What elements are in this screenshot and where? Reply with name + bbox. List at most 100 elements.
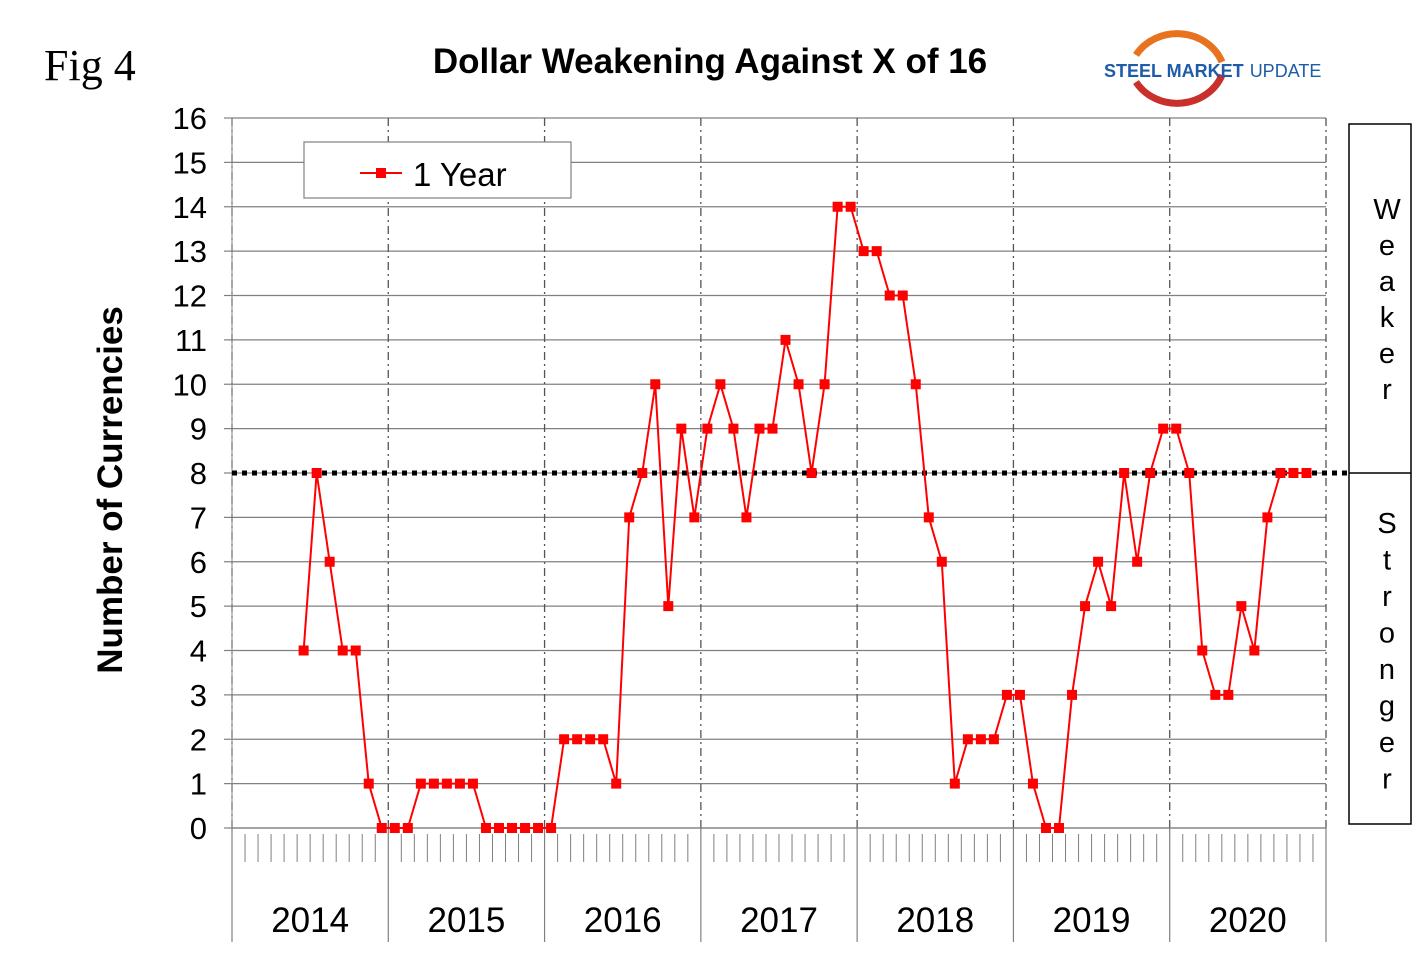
data-point-67 [1171, 423, 1182, 434]
data-point-0 [298, 645, 309, 656]
data-point-31 [702, 423, 713, 434]
data-point-60 [1080, 601, 1091, 612]
data-point-32 [715, 379, 726, 390]
x-label-2014: 2014 [271, 901, 349, 940]
data-point-51 [962, 734, 973, 745]
logo-swoosh-icon [1133, 30, 1226, 64]
data-point-14 [480, 823, 491, 833]
side-weaker-letter-1: e [1379, 230, 1395, 262]
side-weaker-letter-4: e [1379, 338, 1395, 370]
data-point-45 [884, 290, 895, 301]
data-point-2 [324, 556, 335, 567]
side-stronger-letter-6: e [1379, 727, 1395, 759]
data-point-5 [363, 778, 374, 789]
legend-box [303, 141, 572, 199]
side-stronger-letter-4: n [1379, 654, 1395, 686]
data-point-27 [650, 379, 661, 390]
logo: STEEL MARKET UPDATE [1104, 30, 1321, 107]
data-point-38 [793, 379, 804, 390]
data-point-33 [728, 423, 739, 434]
data-point-56 [1027, 778, 1038, 789]
side-stronger-letter-5: g [1379, 691, 1395, 723]
y-tick-label-14: 14 [173, 190, 207, 225]
y-tick-label-12: 12 [173, 279, 207, 314]
data-point-64 [1132, 556, 1143, 567]
data-point-40 [819, 379, 830, 390]
data-point-16 [507, 823, 518, 833]
legend: 1 Year [303, 141, 572, 199]
data-point-19 [546, 823, 557, 833]
data-point-73 [1249, 645, 1260, 656]
data-point-72 [1236, 601, 1247, 612]
data-point-42 [845, 201, 856, 212]
x-label-2017: 2017 [740, 901, 818, 940]
logo-text-light: UPDATE [1250, 61, 1322, 81]
data-point-66 [1158, 423, 1169, 434]
side-stronger-letter-7: r [1382, 764, 1392, 796]
data-point-62 [1106, 601, 1117, 612]
y-tick-label-1: 1 [190, 767, 207, 802]
x-label-2015: 2015 [427, 901, 505, 940]
side-stronger-letter-1: t [1383, 545, 1391, 577]
data-point-35 [754, 423, 765, 434]
data-point-43 [858, 246, 869, 257]
data-point-26 [637, 468, 648, 478]
y-tick-label-5: 5 [190, 589, 207, 624]
data-point-23 [598, 734, 609, 745]
y-tick-label-16: 16 [173, 101, 207, 136]
data-point-39 [806, 468, 817, 478]
data-point-17 [520, 823, 531, 833]
side-weaker-letter-2: a [1379, 266, 1396, 298]
data-point-29 [676, 423, 687, 434]
data-point-25 [624, 512, 635, 523]
y-tick-label-4: 4 [190, 634, 207, 669]
y-tick-label-9: 9 [190, 412, 207, 447]
data-point-69 [1197, 645, 1208, 656]
month-ticks [232, 827, 1326, 862]
data-point-12 [454, 778, 465, 789]
logo-text-bold: STEEL MARKET [1104, 61, 1244, 81]
data-point-74 [1262, 512, 1273, 523]
y-tick-label-15: 15 [173, 145, 207, 180]
logo-text: STEEL MARKET UPDATE [1104, 61, 1321, 81]
y-tick-label-0: 0 [190, 811, 207, 846]
data-point-63 [1119, 468, 1130, 478]
data-point-71 [1223, 689, 1234, 700]
data-point-44 [871, 246, 882, 257]
data-point-15 [493, 823, 504, 833]
data-point-77 [1301, 468, 1312, 478]
y-tick-label-13: 13 [173, 234, 207, 269]
side-stronger-letter-0: S [1377, 508, 1396, 540]
data-point-55 [1014, 689, 1025, 700]
data-point-13 [467, 778, 478, 789]
data-point-18 [533, 823, 544, 833]
data-point-30 [689, 512, 700, 523]
data-point-21 [572, 734, 583, 745]
side-box-frame [1348, 123, 1412, 825]
data-point-58 [1054, 823, 1065, 833]
series-1-year-markers [298, 201, 1312, 833]
data-point-37 [780, 334, 791, 345]
data-point-48 [923, 512, 934, 523]
year-dividers [231, 118, 1327, 942]
x-label-2018: 2018 [896, 901, 974, 940]
y-tick-label-6: 6 [190, 545, 207, 580]
y-tick-label-3: 3 [190, 678, 207, 713]
data-point-47 [910, 379, 921, 390]
data-point-53 [988, 734, 999, 745]
logo-swoosh-lower-icon [1133, 73, 1226, 107]
side-stronger-letter-2: r [1382, 581, 1392, 613]
legend-marker-swatch [376, 168, 386, 178]
data-point-28 [663, 601, 674, 612]
data-point-76 [1288, 468, 1299, 478]
horizontal-gridlines [224, 117, 1326, 829]
data-point-36 [767, 423, 778, 434]
side-stronger-letter-3: o [1379, 618, 1395, 650]
data-point-7 [389, 823, 400, 833]
y-tick-label-10: 10 [173, 367, 207, 402]
data-point-1 [311, 468, 322, 478]
